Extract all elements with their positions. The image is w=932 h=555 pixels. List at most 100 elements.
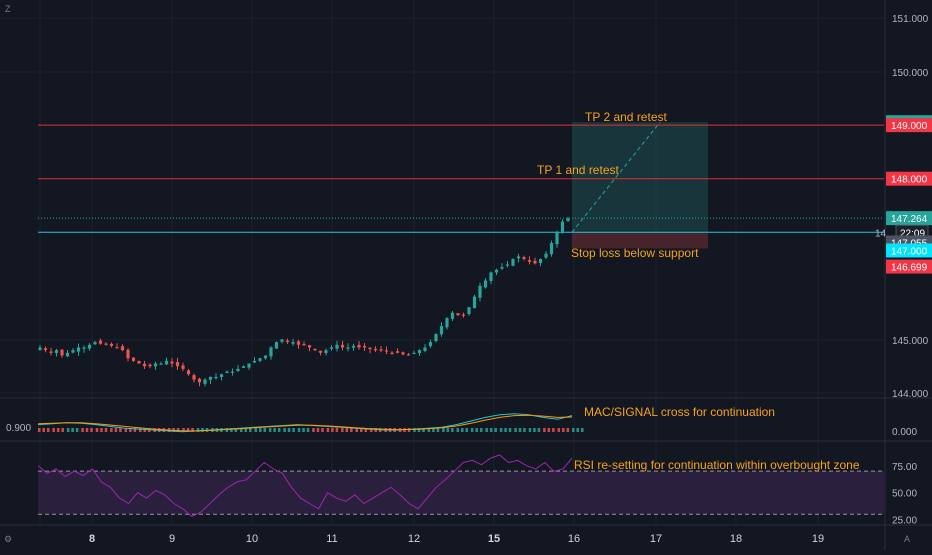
candle-body <box>43 348 48 351</box>
macd-histogram-bar <box>90 428 93 432</box>
macd-histogram-bar <box>234 428 238 432</box>
candle-body <box>313 348 317 351</box>
chart-annotation: TP 2 and retest <box>585 110 667 124</box>
macd-histogram-bar <box>475 428 478 432</box>
candle-body <box>236 368 240 372</box>
candle-body <box>439 326 444 335</box>
candle-body <box>445 318 449 328</box>
candle-body <box>71 350 75 353</box>
macd-histogram-bar <box>240 428 243 432</box>
macd-histogram-bar <box>461 428 464 432</box>
macd-histogram-bar <box>273 428 276 432</box>
macd-histogram-bar <box>494 428 497 432</box>
macd-histogram-bar <box>326 428 330 432</box>
macd-histogram-bar <box>499 428 503 432</box>
candle-body <box>318 350 323 353</box>
macd-axis-tick: 0.000 <box>892 427 917 438</box>
price-tag: 149.000 <box>886 118 932 133</box>
candles <box>38 216 570 387</box>
time-axis-tick: 19 <box>812 533 824 545</box>
candle-body <box>241 366 246 368</box>
macd-histogram-bar <box>139 428 142 432</box>
time-axis-tick: 17 <box>650 533 662 545</box>
candle-body <box>148 364 152 367</box>
chart-annotation: Stop loss below support <box>571 246 699 260</box>
candle-body <box>181 365 185 369</box>
macd-histogram <box>38 428 584 432</box>
macd-histogram-bar <box>66 428 70 432</box>
candle-body <box>49 351 53 353</box>
candle-body <box>274 342 279 349</box>
macd-histogram-bar <box>456 428 460 432</box>
macd-histogram-bar <box>360 428 363 432</box>
macd-histogram-bar <box>465 428 469 432</box>
macd-histogram-bar <box>316 428 320 432</box>
macd-histogram-bar <box>312 428 315 432</box>
price-tag-label: 147.000 <box>891 247 928 258</box>
macd-histogram-bar <box>306 428 310 432</box>
candle-body <box>65 352 70 357</box>
macd-histogram-bar <box>249 428 252 432</box>
macd-histogram-bar <box>374 428 377 432</box>
macd-left-label: 0.900 <box>6 423 31 434</box>
price-tag: 147.264 <box>886 211 932 226</box>
price-tag-bg <box>886 243 932 258</box>
candle-body <box>390 352 394 354</box>
candle-body <box>104 343 108 345</box>
macd-histogram-bar <box>485 428 488 432</box>
candle-body <box>522 257 526 260</box>
zoom-icon[interactable]: Z <box>5 4 11 14</box>
auto-scale-button[interactable]: A <box>904 534 910 544</box>
candle-body <box>252 360 257 363</box>
macd-histogram-bar <box>331 428 334 432</box>
candle-body <box>142 363 147 367</box>
candle-body <box>340 344 345 348</box>
macd-histogram-bar <box>350 428 353 432</box>
signal-line <box>37 414 573 432</box>
macd-histogram-bar <box>489 428 493 432</box>
rsi-band <box>38 471 884 515</box>
candle-body <box>76 347 81 352</box>
price-tag-label: 146.699 <box>891 263 928 274</box>
macd-histogram-bar <box>263 428 266 432</box>
macd-histogram-bar <box>47 428 50 432</box>
candle-body <box>489 272 493 281</box>
time-axis-tick: 16 <box>568 533 580 545</box>
candle-body <box>500 267 504 269</box>
candle-body <box>346 347 350 349</box>
macd-histogram-bar <box>95 428 99 432</box>
candle-body <box>373 348 378 351</box>
rsi-axis-tick: 50.00 <box>892 489 917 500</box>
candle-body <box>175 362 180 367</box>
macd-histogram-bar <box>201 428 204 432</box>
candle-body <box>197 378 202 383</box>
candle-body <box>384 350 389 352</box>
candle-body <box>549 243 554 255</box>
candle-body <box>230 371 235 373</box>
candle-body <box>324 350 328 354</box>
macd-histogram-bar <box>277 428 281 432</box>
rsi-line <box>37 454 573 517</box>
candle-body <box>494 269 499 273</box>
candle-body <box>406 354 411 356</box>
candle-body <box>159 363 163 365</box>
target-zone <box>572 122 708 233</box>
candle-body <box>505 264 510 266</box>
candle-body <box>208 376 213 380</box>
macd-histogram-bar <box>110 428 113 432</box>
macd-histogram-bar <box>297 428 301 432</box>
candle-body <box>54 350 59 354</box>
candle-body <box>533 260 537 264</box>
macd-histogram-bar <box>422 428 425 432</box>
macd-histogram-bar <box>451 428 454 432</box>
time-axis-tick: 18 <box>730 533 742 545</box>
time-axis-tick: 11 <box>326 533 337 545</box>
candle-body <box>170 361 174 364</box>
macd-histogram-bar <box>533 428 536 432</box>
macd-annotation: MAC/SIGNAL cross for continuation <box>584 405 775 419</box>
price-tag: 148.000 <box>886 171 932 186</box>
macd-histogram-bar <box>427 428 431 432</box>
candle-body <box>527 260 532 262</box>
